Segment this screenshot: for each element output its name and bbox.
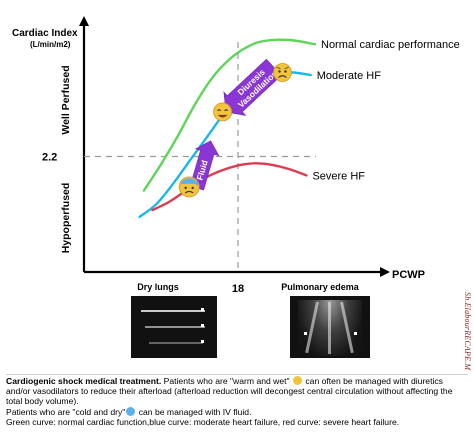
y-axis-title: Cardiac Index — [12, 28, 78, 39]
caption-warm-wet: Patients who are "warm and wet" — [161, 376, 290, 386]
x-axis-title: PCWP — [392, 269, 425, 281]
curve-label-moderate-hf: Moderate HF — [317, 70, 381, 82]
curve-normal — [142, 38, 317, 192]
caption-warm-wet-treatment: can often be managed with diuretics and/… — [6, 376, 453, 407]
region-label-right: Pulmonary edema — [281, 282, 360, 292]
smirk-emoji-icon — [293, 376, 302, 385]
ultrasound-pulmonary-edema — [290, 296, 370, 358]
curve-severe-hf — [151, 162, 308, 212]
ultrasound-dry-lungs — [131, 296, 217, 358]
caption-line-2: Patients who are "cold and dry" can be m… — [6, 406, 468, 417]
y-tick-label: 2.2 — [42, 152, 57, 164]
smile-emoji-icon — [213, 102, 233, 122]
emojis — [178, 63, 292, 198]
curve-label-severe-hf: Severe HF — [312, 170, 365, 182]
y-axis-unit: (L/min/m2) — [30, 40, 71, 49]
caption-cold-dry-treatment: can be managed with IV fluid. — [136, 406, 252, 417]
sad-emoji-icon — [273, 63, 292, 82]
tick-labels: 182.2 — [42, 152, 244, 296]
region-label-bottom: Hypoperfused — [60, 183, 72, 254]
chart-area: Cardiac Index (L/min/m2) PCWP Well Perfu… — [12, 16, 460, 296]
caption-cold-dry: Patients who are "cold and dry" — [6, 406, 126, 417]
caption-line-1: Cardiogenic shock medical treatment. Pat… — [6, 376, 468, 407]
caption-line-3: Green curve: normal cardiac function,blu… — [6, 416, 400, 427]
fluid-arrow: Fluid — [189, 140, 220, 191]
cold-sweat-emoji-icon — [126, 406, 136, 416]
x-tick-label: 18 — [232, 283, 244, 295]
caption-title: Cardiogenic shock medical treatment. — [6, 376, 162, 386]
curve-label-normal: Normal cardiac performance — [321, 39, 460, 51]
watermark-signature: Sh.ElabourRECAPE.M — [463, 292, 472, 371]
region-label-left: Dry lungs — [137, 282, 179, 292]
cold-sweat-emoji-icon — [178, 176, 200, 198]
caption: Cardiogenic shock medical treatment. Pat… — [6, 374, 468, 427]
region-label-top: Well Perfused — [60, 65, 72, 134]
